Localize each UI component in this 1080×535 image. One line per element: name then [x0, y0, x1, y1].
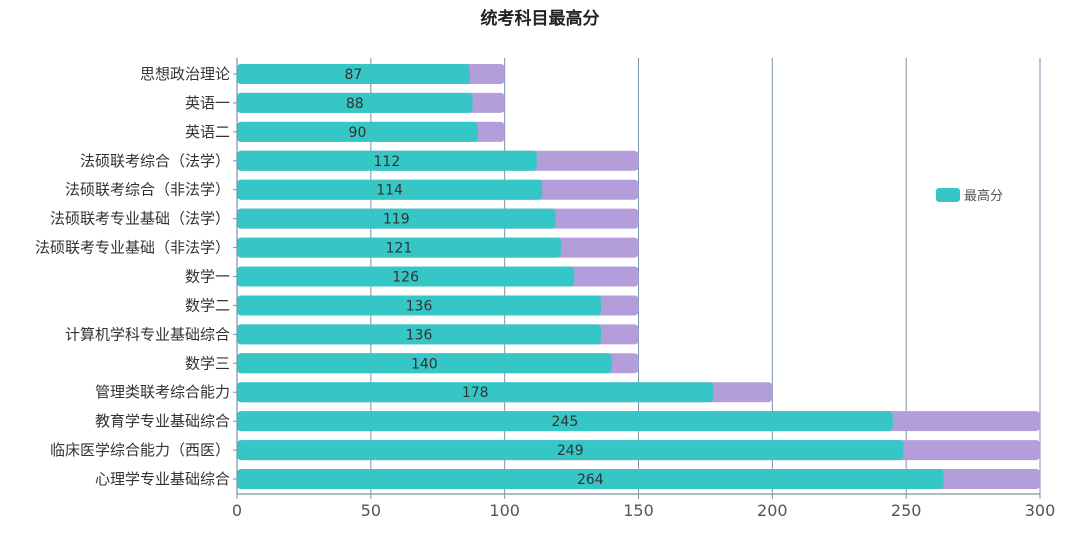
x-tick-label: 200: [757, 501, 788, 520]
data-label: 136: [406, 298, 433, 314]
category-label: 思想政治理论: [140, 65, 230, 83]
bar: [237, 266, 575, 287]
data-label: 264: [577, 472, 604, 488]
bar: [237, 324, 602, 345]
bar: [237, 382, 714, 403]
legend-label: 最高分: [964, 188, 1003, 204]
x-tick-label: 50: [361, 501, 381, 520]
bar: [237, 121, 478, 142]
bar: [237, 237, 561, 258]
bar: [237, 295, 602, 316]
bar: [237, 440, 904, 461]
data-label: 136: [406, 327, 433, 343]
category-label: 法硕联考综合（非法学）: [65, 181, 230, 199]
x-tick-label: 0: [232, 501, 242, 520]
data-label: 140: [411, 356, 438, 372]
bar: [237, 208, 556, 229]
bar: [237, 411, 893, 432]
data-label: 249: [557, 443, 584, 459]
data-label: 88: [346, 96, 364, 112]
x-tick-label: 300: [1025, 501, 1056, 520]
data-label: 178: [462, 385, 489, 401]
category-label: 英语二: [185, 123, 230, 141]
bar: [237, 469, 944, 490]
x-tick-label: 150: [623, 501, 654, 520]
category-label: 数学一: [185, 268, 230, 286]
category-label: 英语一: [185, 94, 230, 112]
category-label: 教育学专业基础综合: [95, 412, 230, 430]
data-label: 121: [386, 241, 413, 257]
category-label: 心理学专业基础综合: [95, 470, 230, 488]
data-label: 90: [349, 125, 367, 141]
category-label: 数学二: [185, 296, 230, 314]
bar: [237, 353, 612, 374]
category-label: 管理类联考综合能力: [95, 383, 230, 401]
category-label: 法硕联考专业基础（法学）: [50, 210, 230, 228]
category-label: 法硕联考专业基础（非法学）: [35, 239, 230, 257]
data-label: 112: [374, 154, 401, 170]
bar: [237, 150, 537, 171]
data-label: 126: [392, 270, 419, 286]
bar: [237, 92, 473, 113]
data-label: 87: [345, 67, 363, 83]
data-label: 119: [383, 212, 410, 228]
category-label: 法硕联考综合（法学）: [80, 152, 230, 170]
x-tick-label: 250: [891, 501, 922, 520]
category-label: 数学三: [185, 354, 230, 372]
data-label: 114: [376, 183, 403, 199]
x-tick-label: 100: [489, 501, 520, 520]
bar: [237, 64, 470, 84]
data-label: 245: [552, 414, 579, 430]
legend-swatch: [936, 188, 960, 202]
chart-title: 统考科目最高分: [480, 9, 600, 29]
bar: [237, 179, 543, 200]
category-label: 临床医学综合能力（西医）: [50, 441, 230, 459]
category-label: 计算机学科专业基础综合: [65, 325, 230, 343]
